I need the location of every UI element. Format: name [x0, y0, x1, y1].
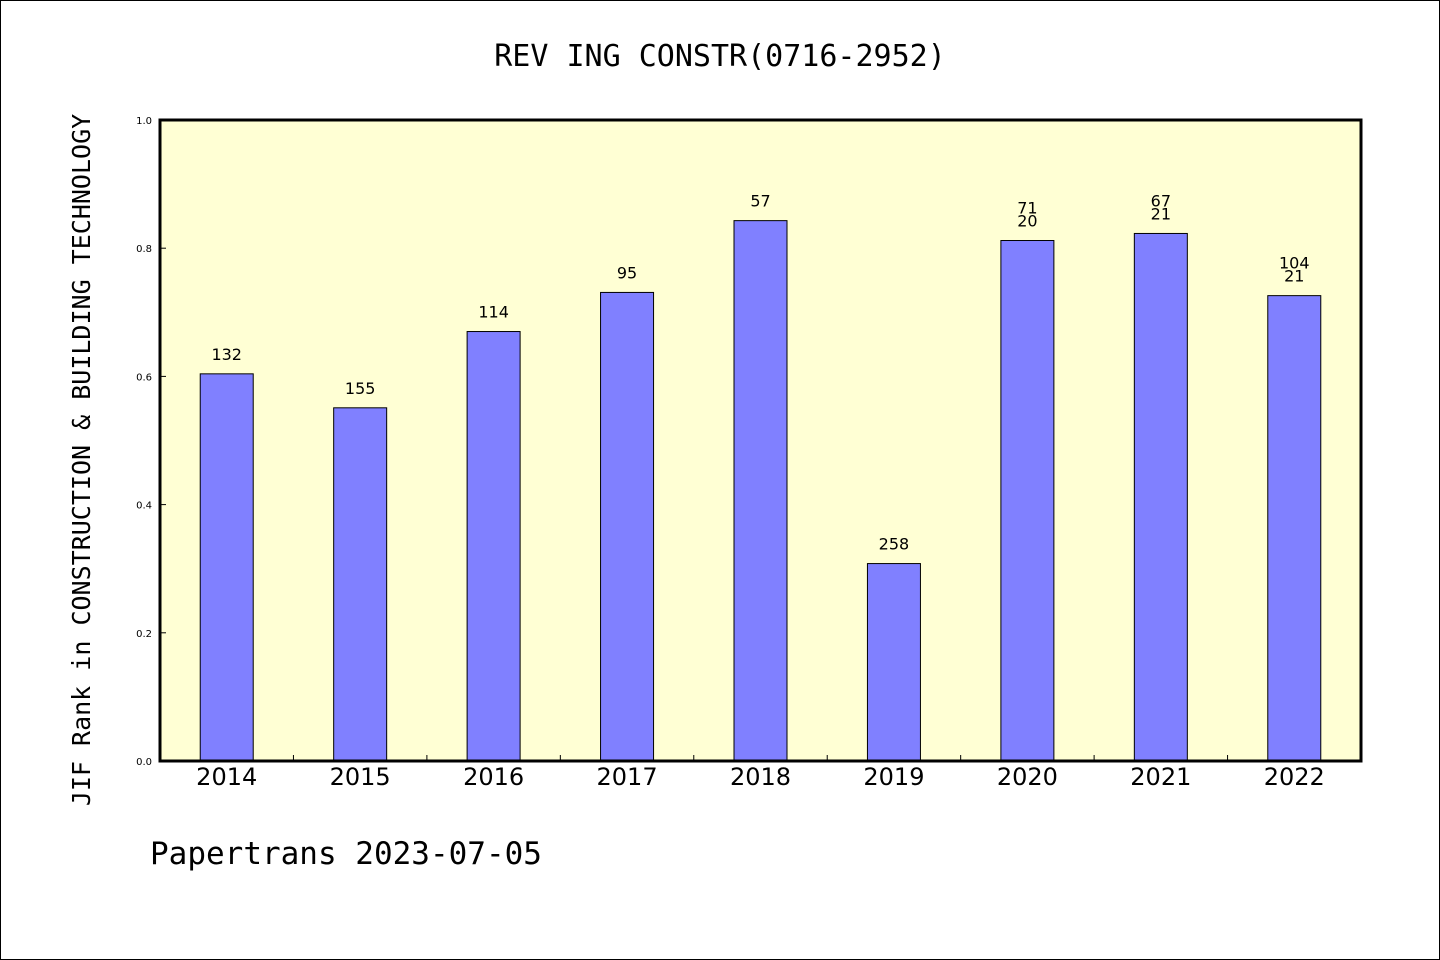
bar-label-2018: 57	[750, 192, 770, 211]
x-axis: 2014 2015 2016 2017 2018 2019 2020 2021 2022	[196, 755, 1325, 791]
bar-2018	[733, 220, 788, 762]
y-tick-label-1.0: 1.0	[136, 116, 152, 127]
bar-label-2022-1: 104	[1279, 254, 1310, 273]
bar-2017	[600, 291, 655, 762]
bar-2019	[866, 563, 921, 762]
y-axis-label: JIF Rank in CONSTRUCTION & BUILDING TECH…	[67, 114, 96, 806]
bar-2021	[1133, 232, 1188, 762]
chart-title: REV ING CONSTR(0716-2952)	[494, 39, 946, 74]
plot-border	[158, 118, 1363, 763]
bar-label-2017: 95	[617, 263, 637, 282]
x-tick-label-2018: 2018	[730, 763, 791, 791]
bars-group	[199, 220, 1322, 762]
bar-label-2014: 132	[211, 345, 242, 364]
bar-label-2021-1: 67	[1151, 191, 1171, 210]
x-tick-label-2015: 2015	[330, 763, 391, 791]
x-tick-label-2022: 2022	[1264, 763, 1325, 791]
y-tick-label-0.2: 0.2	[136, 629, 152, 640]
bar-label-2021-2: 21	[1151, 204, 1171, 223]
y-tick-label-0.4: 0.4	[136, 501, 152, 512]
bar-label-2015: 155	[345, 379, 376, 398]
x-tick-label-2021: 2021	[1130, 763, 1191, 791]
bar-label-2022-2: 21	[1284, 267, 1304, 286]
y-tick-label-0.8: 0.8	[136, 244, 152, 255]
x-tick-label-2019: 2019	[863, 763, 924, 791]
y-tick-label-0.0: 0.0	[136, 757, 152, 768]
bar-2014	[199, 373, 254, 762]
bar-2022	[1267, 295, 1322, 762]
bar-label-2016: 114	[478, 303, 509, 322]
bar-label-2020-1: 71	[1017, 199, 1037, 218]
x-tick-label-2020: 2020	[997, 763, 1058, 791]
bar-2015	[333, 407, 388, 762]
bar-label-2020-2: 20	[1017, 212, 1037, 231]
y-axis: 0.0 0.2 0.4 0.6 0.8 1.0	[136, 116, 166, 768]
x-tick-label-2017: 2017	[597, 763, 658, 791]
bar-2016	[466, 331, 521, 762]
bar-2020	[1000, 240, 1055, 762]
y-tick-label-0.6: 0.6	[136, 372, 152, 383]
x-tick-label-2016: 2016	[463, 763, 524, 791]
footer-text: Papertrans 2023-07-05	[150, 836, 542, 872]
bar-label-2019: 258	[879, 535, 910, 554]
x-tick-label-2014: 2014	[196, 763, 257, 791]
